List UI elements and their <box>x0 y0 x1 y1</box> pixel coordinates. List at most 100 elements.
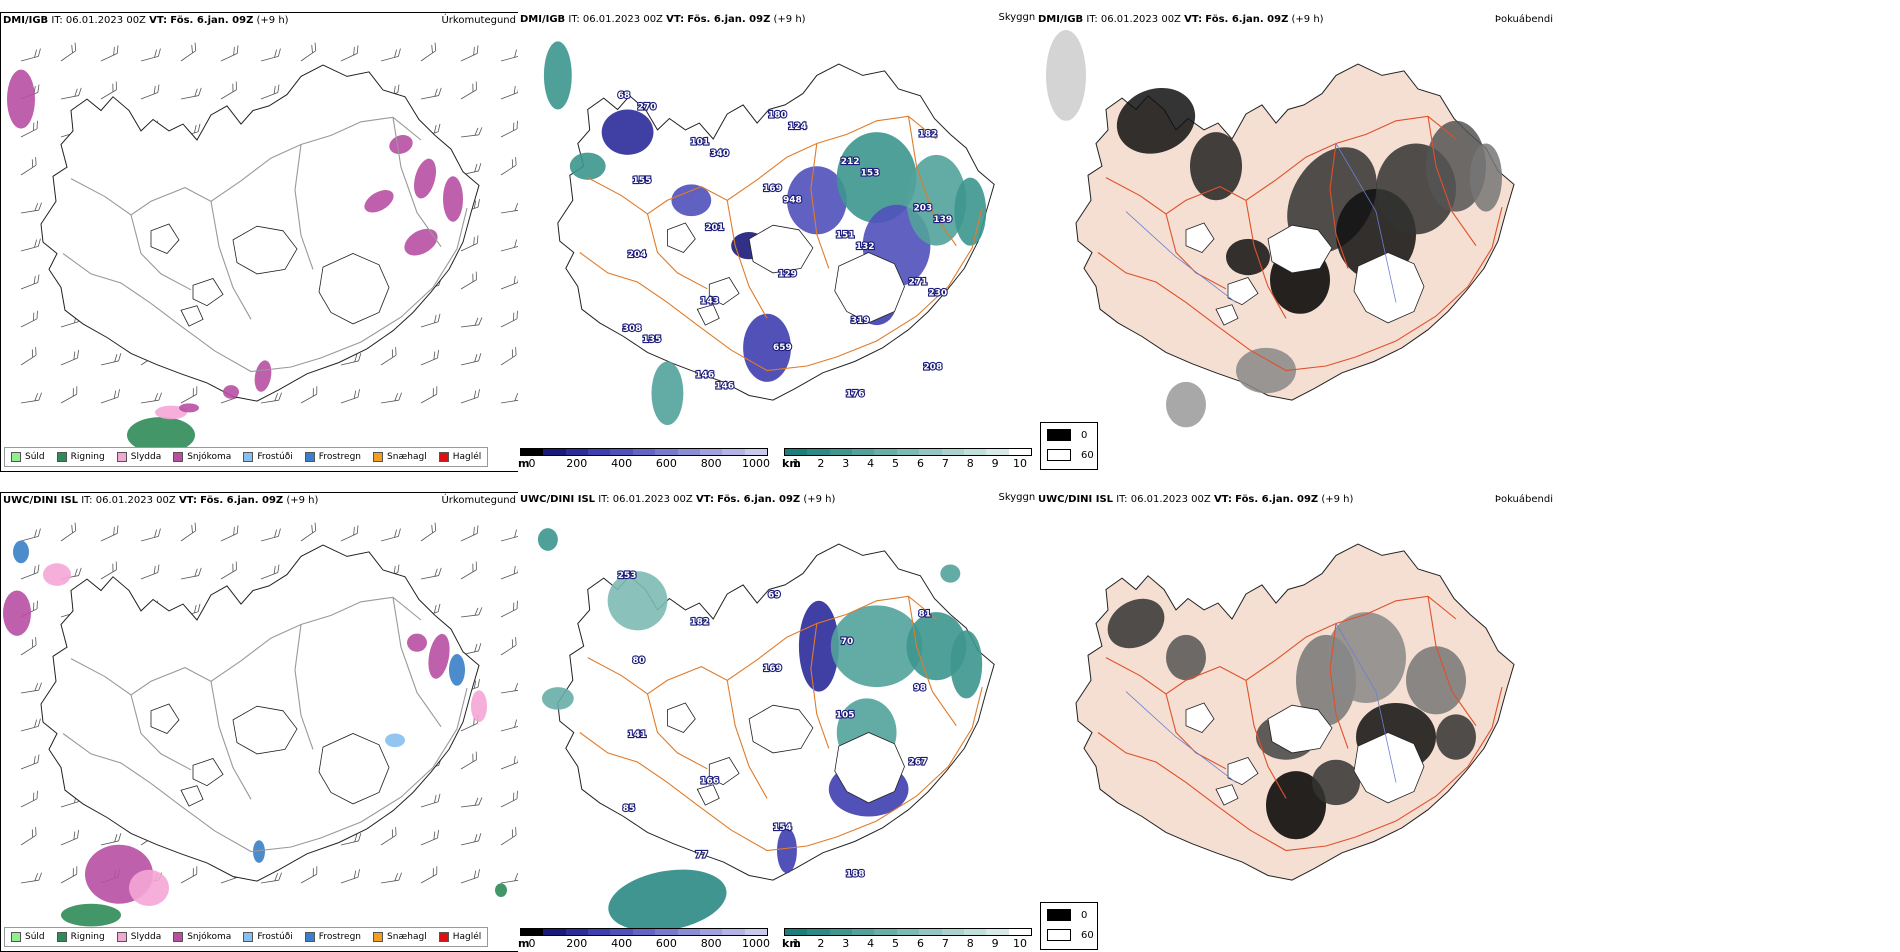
legend-label: Snjókoma <box>187 932 232 942</box>
tick-label: 7 <box>941 937 949 950</box>
wind-barb <box>500 120 518 138</box>
legend-label: Frostúði <box>257 932 293 942</box>
legend-swatch <box>373 932 384 942</box>
panel-field-name: Þokuábendi <box>1494 14 1553 25</box>
title-model: DMI/IGB <box>520 14 566 25</box>
legend-item: Haglél <box>438 452 481 462</box>
wind-barb <box>460 797 483 808</box>
weather-area <box>254 360 272 392</box>
wind-barb <box>100 45 119 62</box>
road-line <box>210 681 252 800</box>
legend-item: Frostúði <box>243 452 293 462</box>
legend-swatch <box>1047 449 1071 461</box>
precip-type-legend: Súld Rigning Slydda Snjókoma Frostúði Frostre… <box>4 927 489 947</box>
wind-barb <box>20 827 37 846</box>
legend-unit: m <box>518 457 530 470</box>
wind-barb <box>420 386 438 404</box>
ceiling-value-label: 319 <box>851 316 870 326</box>
legend-item: Rigning <box>56 452 105 462</box>
wind-barb <box>500 564 519 580</box>
panel-field-name: Þokuábendi <box>1494 494 1553 505</box>
ceiling-value-label: 212 <box>841 157 860 167</box>
ceiling-visibility-legend: 0 200 400 600 800 1000 m 1 2 3 4 5 6 7 8 9 10 km <box>518 922 1036 952</box>
weather-area <box>1107 598 1165 649</box>
wind-barb <box>500 872 519 884</box>
road-line <box>579 686 983 852</box>
ceiling-value-label: 98 <box>913 683 926 693</box>
ceiling-value-label: 948 <box>783 196 802 206</box>
weather-area <box>3 590 31 636</box>
river-line <box>1125 691 1237 783</box>
legend-item: Frostregn <box>304 932 361 942</box>
wind-barb <box>100 525 119 542</box>
road-line <box>62 687 468 853</box>
glacier-outline <box>1227 757 1259 786</box>
wind-barb <box>60 829 79 846</box>
weather-area <box>428 633 450 679</box>
ceiling-value-label: 271 <box>908 277 927 287</box>
wind-barb <box>180 87 202 100</box>
wind-barb <box>220 525 239 542</box>
road-line <box>294 144 314 270</box>
map-canvas <box>1046 30 1515 428</box>
wind-barb <box>60 42 77 62</box>
glacier-outline <box>180 305 204 327</box>
legend-label: Frostregn <box>318 452 362 462</box>
ceiling_legend-colorbar <box>520 448 768 456</box>
ceiling-value-label: 208 <box>923 362 942 372</box>
legend-swatch <box>56 452 67 462</box>
wind-barb <box>300 386 318 404</box>
title-vt-value: Fös. 6.jan. 09Z <box>170 15 254 26</box>
wind-barb <box>20 872 43 884</box>
weather-area <box>155 405 187 420</box>
wind-barb <box>500 157 517 176</box>
wind-barb <box>420 313 441 328</box>
panel-title: DMI/IGB IT: 06.01.2023 00Z VT: Fös. 6.ja… <box>3 15 289 26</box>
ceiling-value-label: 308 <box>623 324 642 334</box>
wind-barb <box>20 392 43 404</box>
weather-area <box>541 687 574 710</box>
road-line <box>1165 693 1227 770</box>
legend-label: 0 <box>1081 909 1088 921</box>
wind-barb <box>420 87 442 100</box>
legend-swatch <box>173 932 184 942</box>
wind-barb <box>500 347 517 366</box>
weather-area <box>385 733 405 748</box>
title-model: UWC/DINI ISL <box>520 494 596 505</box>
road-line <box>392 597 442 728</box>
wind-barb <box>460 561 477 580</box>
fog-index-panel: DMI/IGB IT: 06.01.2023 00Z VT: Fös. 6.ja… <box>1036 12 1556 472</box>
weather-area <box>950 630 983 699</box>
legend-swatch <box>11 932 21 942</box>
tick-label: 6 <box>916 457 924 470</box>
weather-area <box>743 313 791 382</box>
legend-item: Frostúði <box>243 932 293 942</box>
wind-barb <box>500 392 519 404</box>
weather-area <box>1226 238 1270 276</box>
wind-barb <box>380 48 401 62</box>
title-it-value: 06.01.2023 00Z <box>612 494 693 505</box>
wind-barb <box>460 353 482 366</box>
ceiling-value-label: 101 <box>690 138 709 148</box>
fog-legend-item: 0 <box>1047 909 1087 921</box>
ceiling-value-label: 69 <box>768 590 781 600</box>
glacier-outline <box>748 224 814 274</box>
panel-title: DMI/IGB IT: 06.01.2023 00Z VT: Fös. 6.ja… <box>1038 14 1324 25</box>
wind-barb <box>20 754 40 770</box>
road-line <box>1427 596 1477 727</box>
glacier-outline <box>1267 704 1333 754</box>
river-line <box>1335 623 1397 783</box>
tick-label: 10 <box>1013 457 1027 470</box>
wind-barb <box>340 525 359 542</box>
ceiling-value-label: 267 <box>908 757 927 767</box>
tick-label: 1 <box>792 937 800 950</box>
legend-swatch <box>373 452 384 462</box>
title-it-value: 06.01.2023 00Z <box>65 15 146 26</box>
glacier-outline <box>696 784 720 806</box>
title-it-value: 06.01.2023 00Z <box>582 14 663 25</box>
ceiling-value-label: 143 <box>700 297 719 307</box>
weather-area <box>179 403 199 413</box>
wind-barb <box>460 607 483 618</box>
tick-label: 4 <box>867 937 875 950</box>
fog-index-panel: UWC/DINI ISL IT: 06.01.2023 00Z VT: Fös.… <box>1036 492 1556 952</box>
